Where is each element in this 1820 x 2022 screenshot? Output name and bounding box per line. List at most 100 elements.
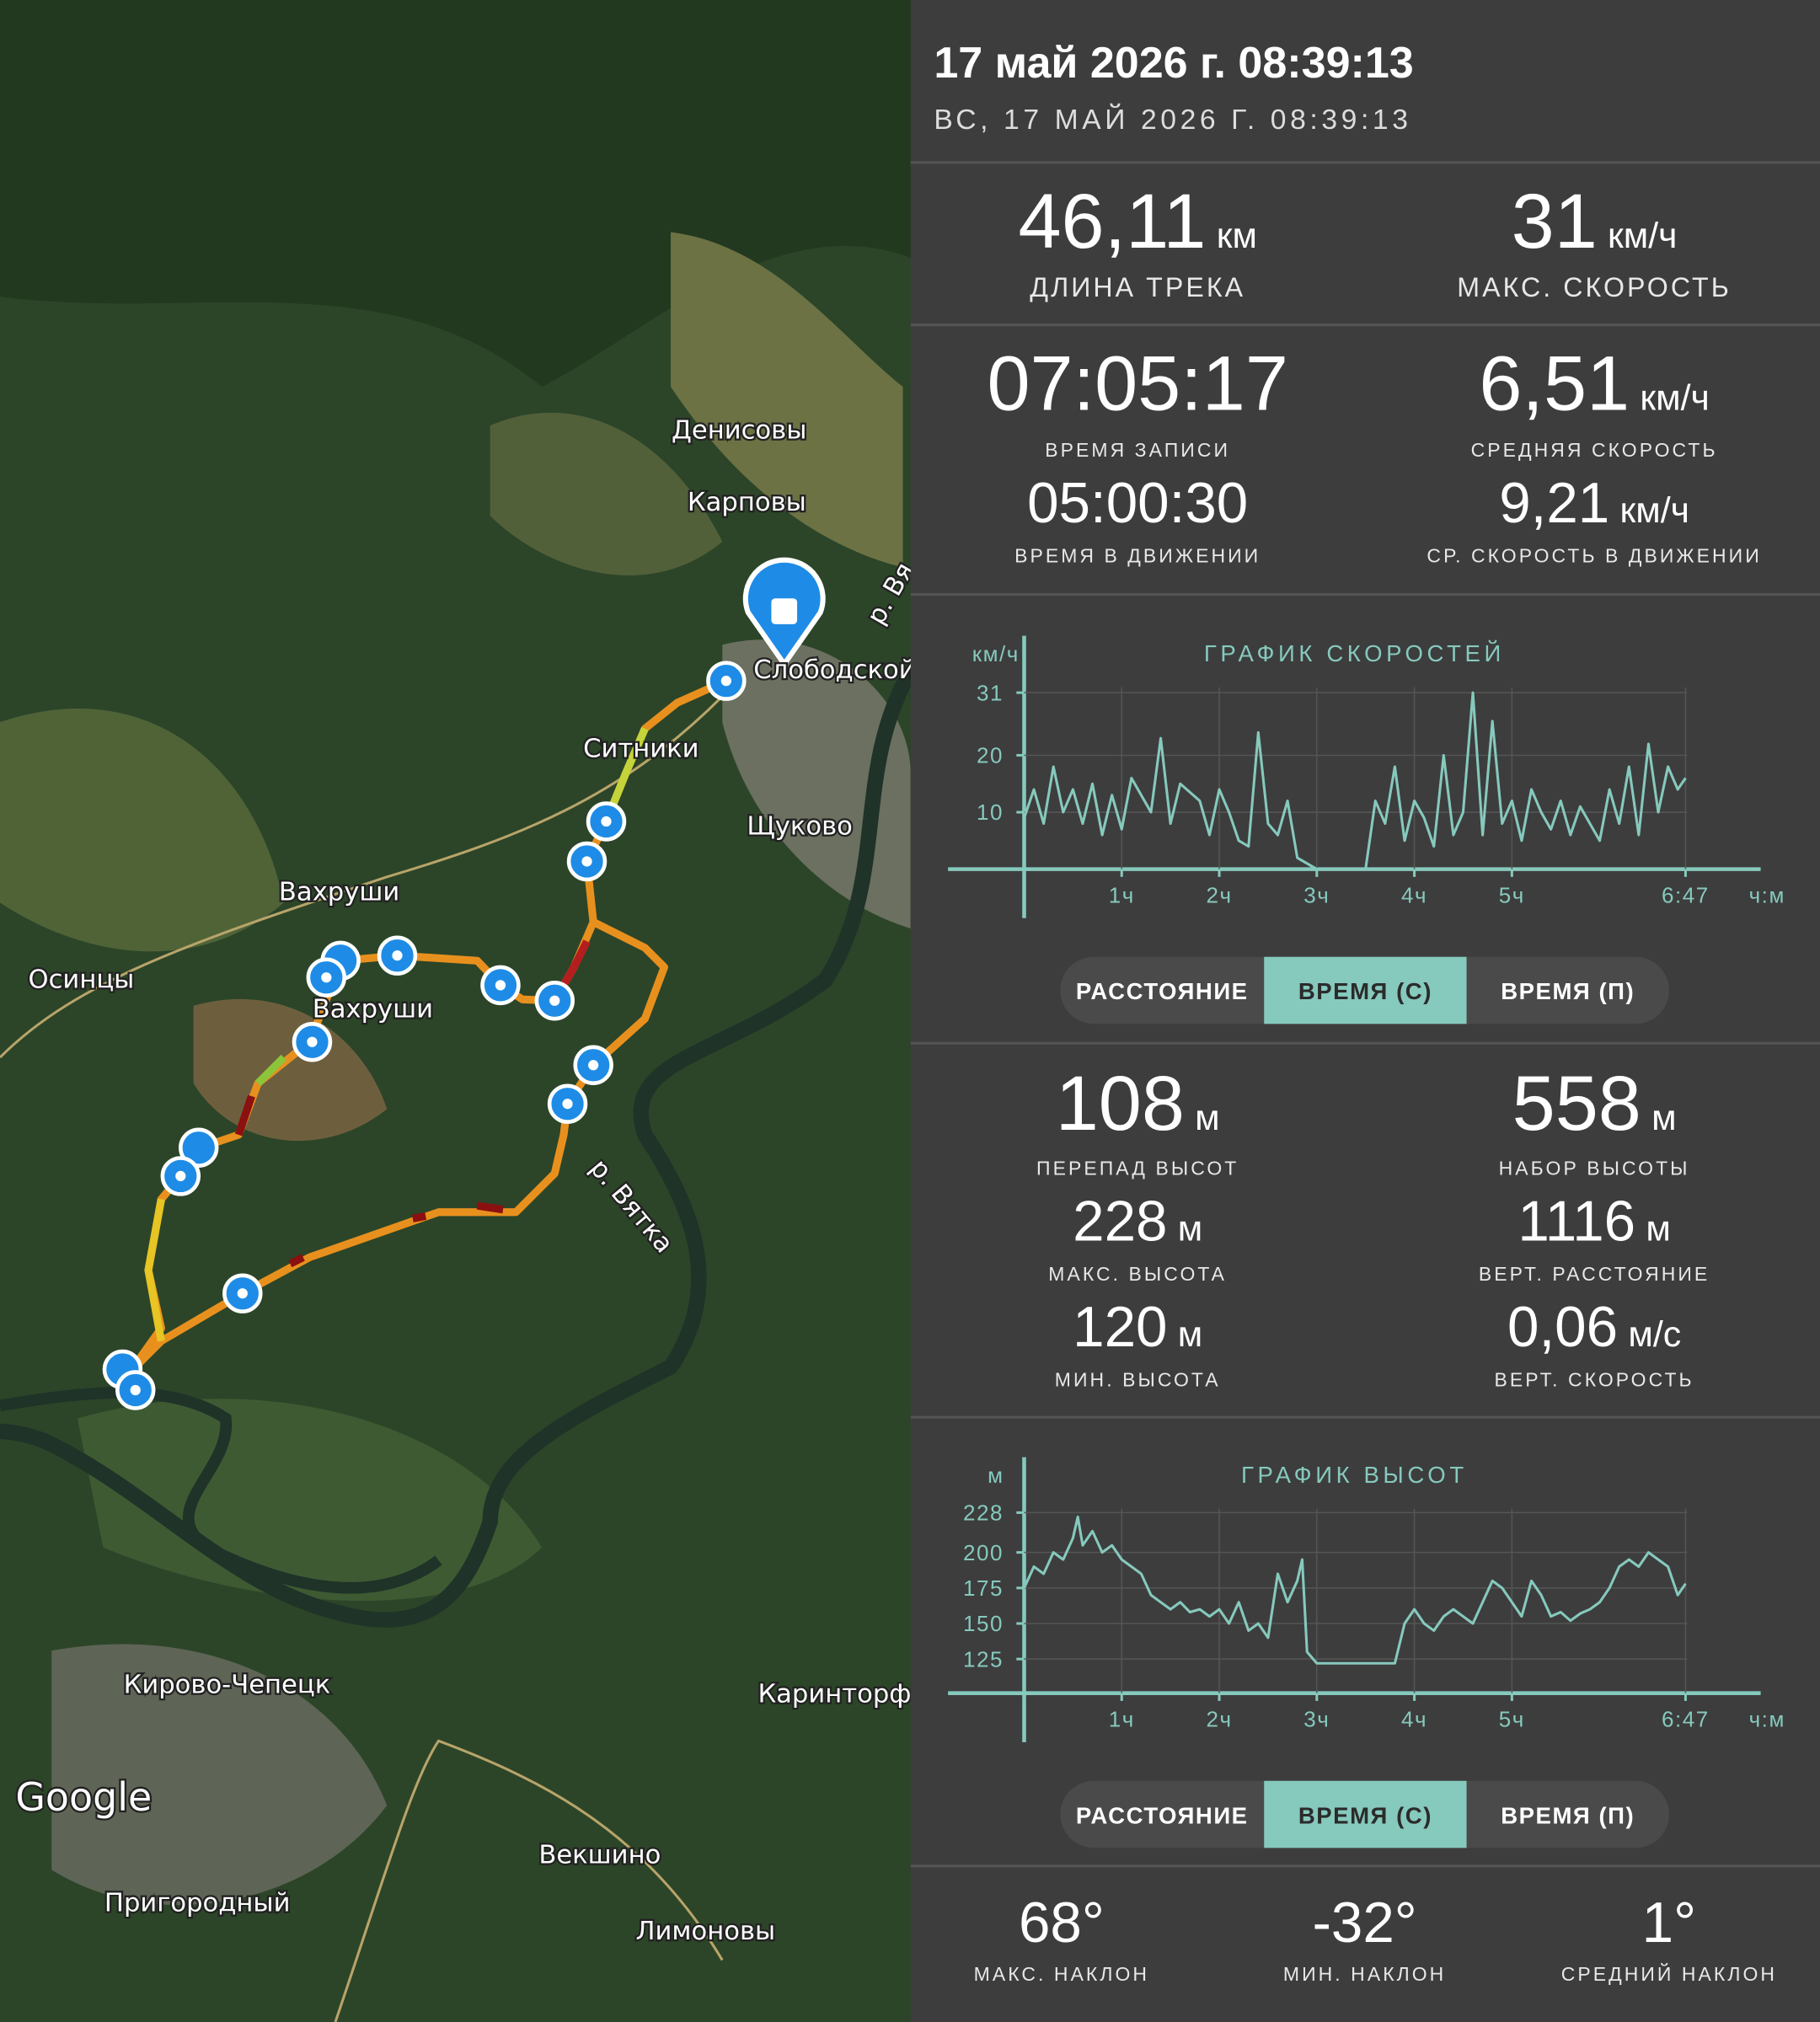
- stat-label: СРЕДНИЙ НАКЛОН: [1561, 1963, 1777, 1985]
- y-tick-label: 10: [977, 800, 1004, 825]
- map-label: Кирово-Чепецк: [124, 1671, 331, 1700]
- y-tick-label: 175: [963, 1575, 1004, 1601]
- toggle-button[interactable]: ВРЕМЯ (С): [1298, 1802, 1432, 1828]
- toggle-button[interactable]: ВРЕМЯ (С): [1298, 978, 1432, 1004]
- toggle-active: [1264, 1780, 1467, 1848]
- toggle-active: [1264, 956, 1467, 1024]
- value: 1116: [1518, 1190, 1635, 1253]
- dividers: [910, 161, 1820, 1868]
- map-label: Денисовы: [672, 415, 806, 445]
- value: 0,06: [1507, 1296, 1618, 1359]
- x-tick-label: 3ч: [1303, 1706, 1330, 1731]
- toggle-button[interactable]: РАССТОЯНИЕ: [1076, 978, 1249, 1004]
- x-tick-label: 3ч: [1303, 882, 1330, 907]
- toggle-button[interactable]: РАССТОЯНИЕ: [1076, 1802, 1249, 1828]
- unit: м/с: [1628, 1314, 1681, 1355]
- value: 558: [1512, 1061, 1641, 1147]
- map-label: Пригородный: [104, 1888, 291, 1918]
- unit: м: [1178, 1314, 1202, 1355]
- stat-value: 46,11 км: [1018, 179, 1256, 265]
- unit: м: [1651, 1098, 1676, 1138]
- value: 120: [1073, 1296, 1167, 1359]
- map-label: Ситники: [583, 734, 699, 763]
- x-tick-label: 5ч: [1499, 1706, 1525, 1731]
- stat-value: -32°: [1312, 1891, 1416, 1955]
- map-label: Щуково: [747, 811, 853, 841]
- y-unit: км/ч: [972, 641, 1020, 666]
- stat-label: СР. СКОРОСТЬ В ДВИЖЕНИИ: [1427, 544, 1761, 566]
- value: -32°: [1312, 1891, 1416, 1955]
- stat-label: ВРЕМЯ ЗАПИСИ: [1045, 439, 1230, 461]
- series-line: [1023, 1515, 1687, 1665]
- x-tick-label: 4ч: [1401, 882, 1427, 907]
- toggle-button[interactable]: ВРЕМЯ (П): [1501, 1802, 1635, 1828]
- x-tick-label: 2ч: [1206, 882, 1232, 907]
- y-tick-label: 228: [963, 1500, 1004, 1526]
- attribution: Google: [15, 1774, 152, 1820]
- y-tick-label: 20: [977, 743, 1004, 768]
- map-label: Слободской: [753, 655, 915, 685]
- stat-label: ДЛИНА ТРЕКА: [1030, 272, 1245, 302]
- map-label: Векшино: [538, 1841, 661, 1870]
- unit: м: [1646, 1208, 1670, 1249]
- map-label: Лимоновы: [636, 1917, 776, 1946]
- stat-label: ВЕРТ. СКОРОСТЬ: [1495, 1368, 1694, 1390]
- x-tick-label: 1ч: [1109, 1706, 1135, 1731]
- x-unit: ч:м: [1749, 882, 1785, 907]
- value: 1°: [1642, 1891, 1696, 1955]
- value: 9,21: [1499, 472, 1609, 535]
- x-tick-label: 2ч: [1206, 1706, 1232, 1731]
- stat-label: ПЕРЕПАД ВЫСОТ: [1036, 1157, 1239, 1179]
- map-label: Осинцы: [29, 965, 135, 994]
- toggle-button[interactable]: ВРЕМЯ (П): [1501, 978, 1635, 1004]
- stat-value: 31 км/ч: [1512, 179, 1678, 265]
- stat-value: 6,51 км/ч: [1479, 341, 1709, 427]
- unit: км/ч: [1620, 490, 1689, 531]
- x-tick-label: 1ч: [1109, 882, 1135, 907]
- stat-label: ВЕРТ. РАССТОЯНИЕ: [1479, 1263, 1710, 1285]
- unit: м: [1195, 1098, 1219, 1138]
- x-tick-label: 5ч: [1499, 882, 1525, 907]
- map-label: Карповы: [688, 488, 806, 517]
- value: 07:05:17: [987, 341, 1287, 427]
- value: 6,51: [1479, 341, 1630, 427]
- stat-value: 558 м: [1512, 1061, 1677, 1147]
- stat-label: МИН. ВЫСОТА: [1055, 1368, 1221, 1390]
- stat-label: МАКС. ВЫСОТА: [1048, 1263, 1227, 1285]
- y-tick-label: 200: [963, 1540, 1004, 1565]
- stat-value: 120 м: [1073, 1296, 1202, 1359]
- stat-value: 07:05:17: [987, 341, 1287, 427]
- series-line: [1023, 691, 1687, 871]
- chart-title: ГРАФИК ВЫСОТ: [1241, 1462, 1468, 1488]
- value: 46,11: [1018, 179, 1206, 265]
- stat-label: ВРЕМЯ В ДВИЖЕНИИ: [1014, 544, 1261, 566]
- value: 228: [1073, 1190, 1167, 1253]
- x-tick-label: 6:47: [1662, 1706, 1710, 1731]
- x-tick-label: 6:47: [1662, 882, 1710, 907]
- map[interactable]: Денисовы Карповы Слободской Ситники Щуко…: [0, 0, 922, 2022]
- value: 108: [1056, 1061, 1185, 1147]
- stat-label: МИН. НАКЛОН: [1283, 1963, 1446, 1985]
- map-label: Вахруши: [313, 995, 433, 1024]
- stat-label: МАКС. СКОРОСТЬ: [1457, 272, 1732, 302]
- x-tick-label: 4ч: [1401, 1706, 1427, 1731]
- stat-value: 228 м: [1073, 1190, 1202, 1253]
- unit: км/ч: [1608, 216, 1677, 256]
- y-unit: м: [988, 1463, 1004, 1488]
- stat-value: 0,06 м/с: [1507, 1296, 1681, 1359]
- title: 17 май 2026 г. 08:39:13: [934, 39, 1413, 88]
- stat-value: 68°: [1019, 1891, 1105, 1955]
- stat-label: СРЕДНЯЯ СКОРОСТЬ: [1471, 439, 1718, 461]
- stat-label: МАКС. НАКЛОН: [974, 1963, 1149, 1985]
- stat-value: 1116 м: [1518, 1190, 1671, 1253]
- y-tick-label: 125: [963, 1646, 1004, 1672]
- chart-title: ГРАФИК СКОРОСТЕЙ: [1204, 640, 1505, 666]
- stat-value: 108 м: [1056, 1061, 1220, 1147]
- value: 68°: [1019, 1891, 1105, 1955]
- x-unit: ч:м: [1749, 1706, 1785, 1731]
- value: 31: [1512, 179, 1598, 265]
- y-tick-label: 150: [963, 1611, 1004, 1636]
- stat-value: 1°: [1642, 1891, 1696, 1955]
- stat-value: 05:00:30: [1027, 472, 1248, 535]
